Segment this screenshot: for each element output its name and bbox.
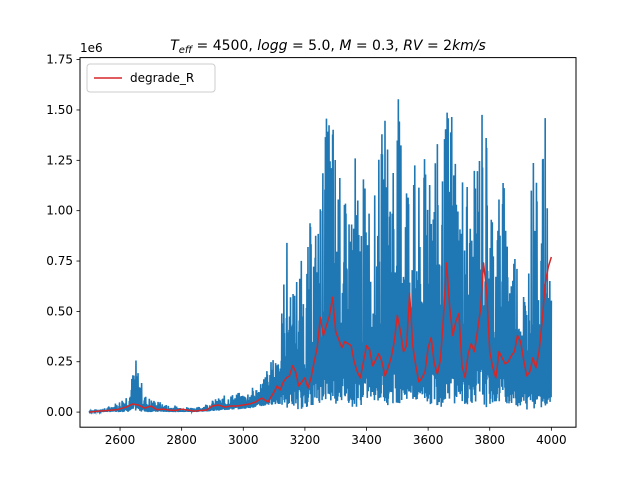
y-tick-label: 1.00: [46, 204, 73, 218]
y-axis: 0.00 0.25 0.50 0.75 1.00 1.25 1.50 1.75: [46, 53, 80, 419]
title-rv: RV: [403, 38, 424, 54]
axes-frame: [79, 57, 577, 428]
x-tick-label: 3000: [228, 433, 259, 447]
title-mass-value: = 0.3,: [351, 38, 403, 54]
plot-layer: [88, 99, 553, 415]
y-tick-label: 1.25: [46, 153, 73, 167]
y-offset-label: 1e6: [80, 41, 103, 55]
title-rv-value: = 2: [423, 38, 453, 54]
title-rv-unit: km/s: [452, 38, 486, 54]
x-axis: 2600 2800 3000 3200 3400 3600 3800 4000: [105, 427, 567, 447]
series-spectrum-line: [88, 99, 553, 415]
title-logg: logg: [257, 38, 287, 54]
x-tick-label: 4000: [536, 433, 567, 447]
x-tick-label: 2800: [166, 433, 197, 447]
legend: degrade_R: [86, 63, 216, 93]
chart-title: Teff = 4500, logg = 5.0, M = 0.3, RV = 2…: [170, 38, 486, 56]
y-tick-label: 1.75: [46, 53, 73, 67]
x-tick-label: 2600: [105, 433, 136, 447]
x-tick-label: 3200: [290, 433, 321, 447]
title-mass: M: [339, 38, 351, 54]
y-tick-label: 0.00: [46, 405, 73, 419]
y-tick-label: 0.50: [46, 304, 73, 318]
y-tick-label: 1.50: [46, 103, 73, 117]
title-logg-value: = 5.0,: [288, 38, 340, 54]
title-teff-value: = 4500,: [192, 38, 257, 54]
x-tick-label: 3800: [474, 433, 505, 447]
title-teff-symbol: T: [170, 38, 180, 54]
legend-box: [86, 63, 216, 93]
x-tick-label: 3400: [351, 433, 382, 447]
x-tick-label: 3600: [413, 433, 444, 447]
legend-label-degrade-r: degrade_R: [130, 71, 194, 85]
y-tick-label: 0.75: [46, 254, 73, 268]
title-teff-subscript: eff: [179, 45, 194, 56]
series-degrade-r-line: [89, 256, 553, 413]
y-tick-label: 0.25: [46, 355, 73, 369]
